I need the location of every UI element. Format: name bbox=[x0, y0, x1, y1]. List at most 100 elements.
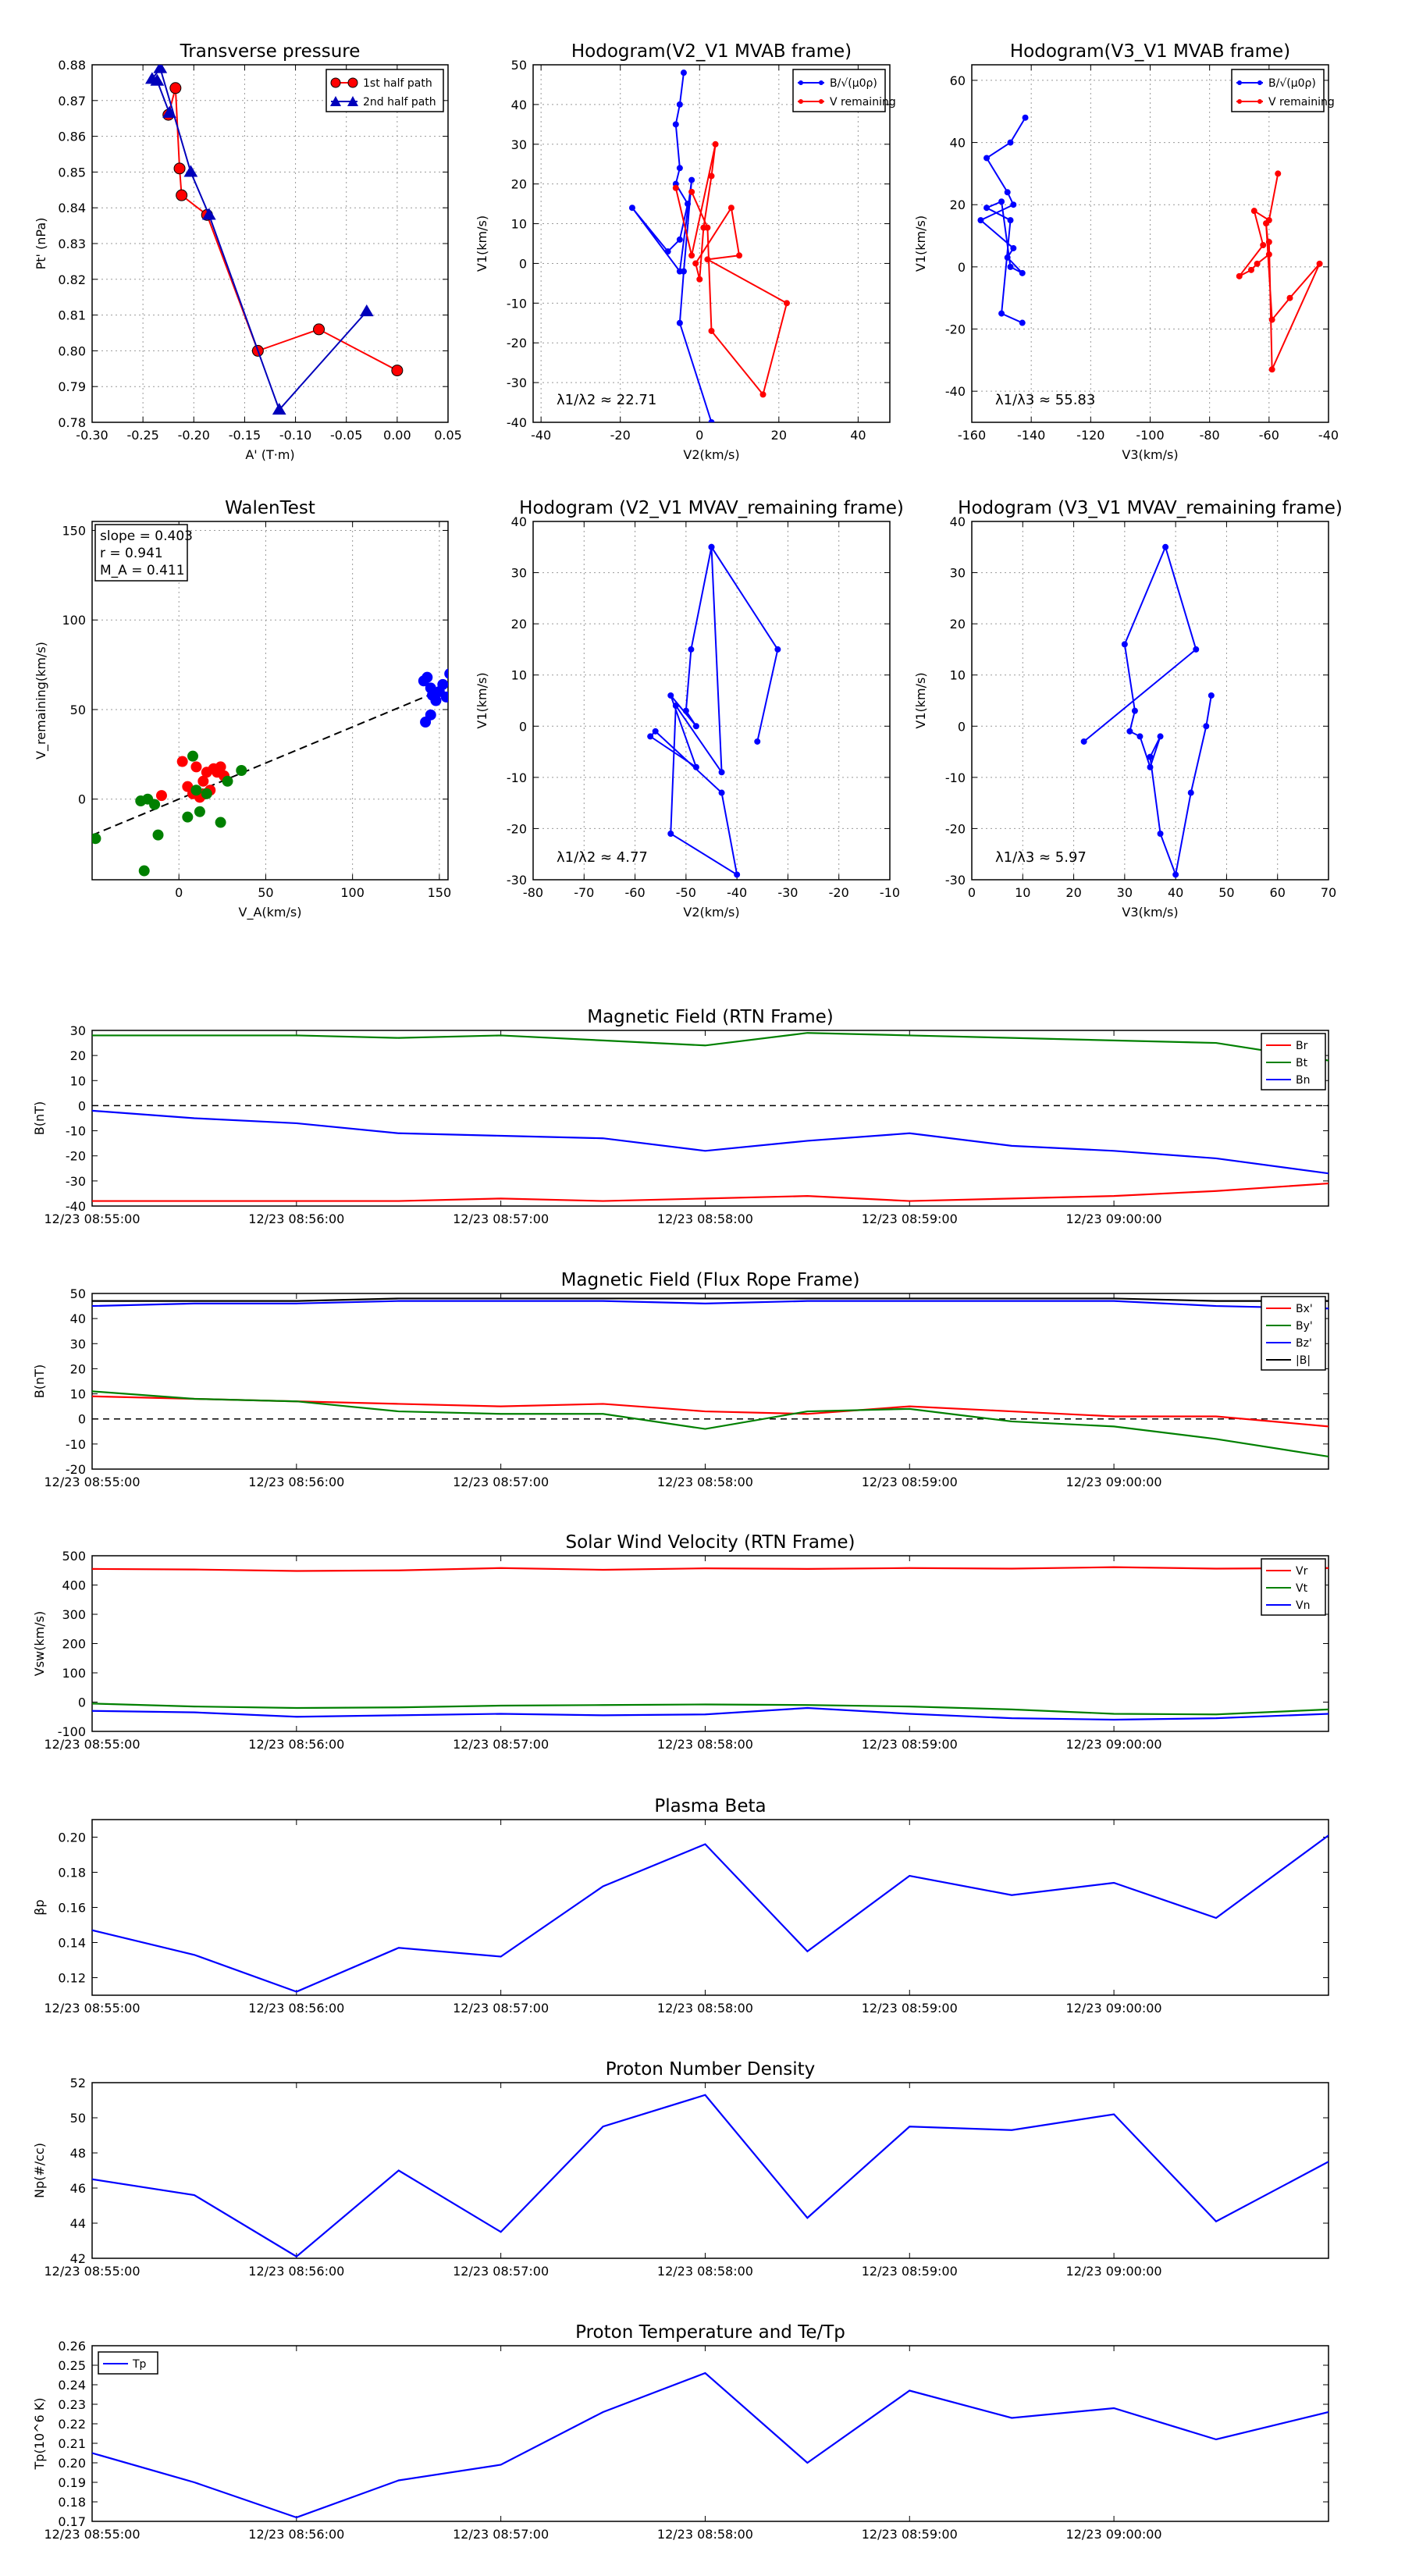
series-line-0 bbox=[649, 545, 779, 877]
legend-label: Tp bbox=[132, 2358, 147, 2371]
plot-area bbox=[92, 1834, 1329, 1993]
x-tick-label: -20 bbox=[610, 428, 631, 443]
series-marker-dot bbox=[1286, 294, 1293, 301]
series-marker-dot bbox=[734, 871, 741, 878]
x-tick-label: -40 bbox=[727, 885, 747, 900]
chart-panel-11: 12/23 08:55:00 12/23 08:56:00 12/23 08:57:… bbox=[32, 2322, 1329, 2542]
series-marker-dot bbox=[628, 205, 635, 212]
plot-area bbox=[647, 543, 781, 878]
legend-marker bbox=[330, 77, 341, 88]
legend-label: Bx' bbox=[1296, 1303, 1313, 1315]
y-tick-label: -40 bbox=[66, 1199, 86, 1214]
y-tick-label: -30 bbox=[507, 375, 527, 390]
y-tick-label: 20 bbox=[511, 617, 527, 632]
series-marker-dot bbox=[1260, 241, 1267, 248]
y-tick-label: 10 bbox=[511, 217, 527, 232]
series-line-0 bbox=[1083, 544, 1212, 878]
legend-label: 2nd half path bbox=[363, 96, 436, 109]
series-marker-dot bbox=[1010, 244, 1017, 251]
y-tick-label: 0.20 bbox=[58, 2456, 86, 2471]
x-tick-label: -0.05 bbox=[330, 428, 362, 443]
series-marker-dot bbox=[727, 205, 735, 212]
series-marker-dot bbox=[1265, 239, 1272, 246]
series-marker-dot bbox=[704, 256, 711, 263]
legend-marker bbox=[347, 77, 358, 88]
series-marker-dot bbox=[1007, 217, 1014, 224]
x-tick-label: 12/23 08:55:00 bbox=[44, 1212, 140, 1226]
x-tick-label: 12/23 08:58:00 bbox=[657, 1212, 753, 1226]
series-marker-dot bbox=[783, 300, 790, 307]
scatter-point-green bbox=[149, 799, 161, 810]
y-tick-label: 10 bbox=[950, 668, 966, 683]
x-tick-label: 60 bbox=[1270, 885, 1286, 900]
x-tick-label: 0.00 bbox=[383, 428, 411, 443]
y-tick-label: 46 bbox=[70, 2181, 86, 2196]
y-tick-label: 20 bbox=[511, 177, 527, 192]
chart-panel-6: 12/23 08:55:00 12/23 08:56:00 12/23 08:57:… bbox=[32, 1007, 1329, 1226]
series-marker-dot bbox=[1147, 753, 1154, 760]
x-tick-label: 0 bbox=[968, 885, 976, 900]
legend-marker bbox=[1257, 99, 1262, 104]
x-tick-label: 0 bbox=[695, 428, 703, 443]
series-marker-dot bbox=[759, 391, 767, 398]
series-line-0 bbox=[631, 73, 713, 422]
series-marker-circle bbox=[176, 189, 188, 201]
y-tick-label: 0.25 bbox=[58, 2358, 86, 2373]
y-axis-label: V1(km/s) bbox=[913, 672, 928, 728]
x-tick-label: -40 bbox=[1318, 428, 1339, 443]
legend-label: By' bbox=[1296, 1320, 1313, 1332]
grid bbox=[533, 521, 890, 880]
grid bbox=[972, 521, 1329, 880]
series-marker-dot bbox=[1162, 543, 1169, 550]
series-marker-dot bbox=[1080, 738, 1087, 745]
y-tick-label: 40 bbox=[511, 98, 527, 112]
x-tick-label: -0.30 bbox=[76, 428, 108, 443]
plot-area bbox=[92, 2371, 1329, 2519]
series-marker-dot bbox=[774, 646, 781, 653]
x-tick-label: 12/23 09:00:00 bbox=[1066, 1212, 1162, 1226]
legend-box bbox=[792, 69, 886, 112]
panel-title: Hodogram (V2_V1 MVAV_remaining frame) bbox=[519, 498, 904, 518]
series-marker-dot bbox=[977, 217, 984, 224]
scatter-point-blue bbox=[422, 671, 433, 683]
series-marker-dot bbox=[685, 201, 692, 208]
y-axis-label: B(nT) bbox=[32, 1364, 47, 1398]
series-marker-dot bbox=[1007, 139, 1014, 146]
x-tick-label: 12/23 08:58:00 bbox=[657, 1737, 753, 1752]
scatter-point-green bbox=[194, 806, 205, 817]
y-tick-label: 0.82 bbox=[58, 272, 86, 287]
y-tick-label: 0.14 bbox=[58, 1936, 86, 1951]
y-tick-label: 0.81 bbox=[58, 308, 86, 323]
y-tick-label: 48 bbox=[70, 2146, 86, 2161]
legend-box bbox=[1231, 69, 1325, 112]
eigenvalue-ratio: λ1/λ3 ≈ 55.83 bbox=[995, 392, 1095, 408]
x-tick-label: 12/23 08:59:00 bbox=[862, 1737, 958, 1752]
legend-marker bbox=[1257, 80, 1262, 85]
y-tick-label: -100 bbox=[58, 1724, 86, 1739]
panel-title: Proton Temperature and Te/Tp bbox=[575, 2322, 845, 2343]
y-tick-label: 30 bbox=[950, 566, 966, 581]
series-marker-dot bbox=[708, 419, 715, 422]
scatter-point-green bbox=[187, 750, 199, 762]
series-marker-dot bbox=[984, 155, 991, 162]
series-marker-circle bbox=[313, 323, 325, 336]
y-tick-label: 10 bbox=[511, 668, 527, 683]
series-line-Bt bbox=[92, 1032, 1329, 1062]
y-tick-label: 0.24 bbox=[58, 2378, 86, 2393]
y-tick-label: 20 bbox=[70, 1361, 86, 1376]
series-line-Vr bbox=[92, 1566, 1329, 1572]
y-axis-label: V_remaining(km/s) bbox=[34, 642, 49, 760]
series-marker-triangle bbox=[201, 208, 216, 220]
series-marker-triangle bbox=[183, 165, 198, 177]
series-marker-dot bbox=[682, 707, 689, 714]
panel-title: Hodogram(V2_V1 MVAB frame) bbox=[571, 41, 852, 62]
y-tick-label: 20 bbox=[950, 197, 966, 212]
y-tick-label: -20 bbox=[945, 821, 966, 836]
x-tick-label: -0.15 bbox=[229, 428, 261, 443]
x-tick-label: -160 bbox=[958, 428, 986, 443]
y-tick-label: 0 bbox=[78, 1695, 86, 1710]
x-tick-label: 12/23 09:00:00 bbox=[1066, 2001, 1162, 2016]
x-tick-label: -0.10 bbox=[279, 428, 311, 443]
series-marker-dot bbox=[647, 733, 654, 740]
legend-marker bbox=[1237, 99, 1242, 104]
